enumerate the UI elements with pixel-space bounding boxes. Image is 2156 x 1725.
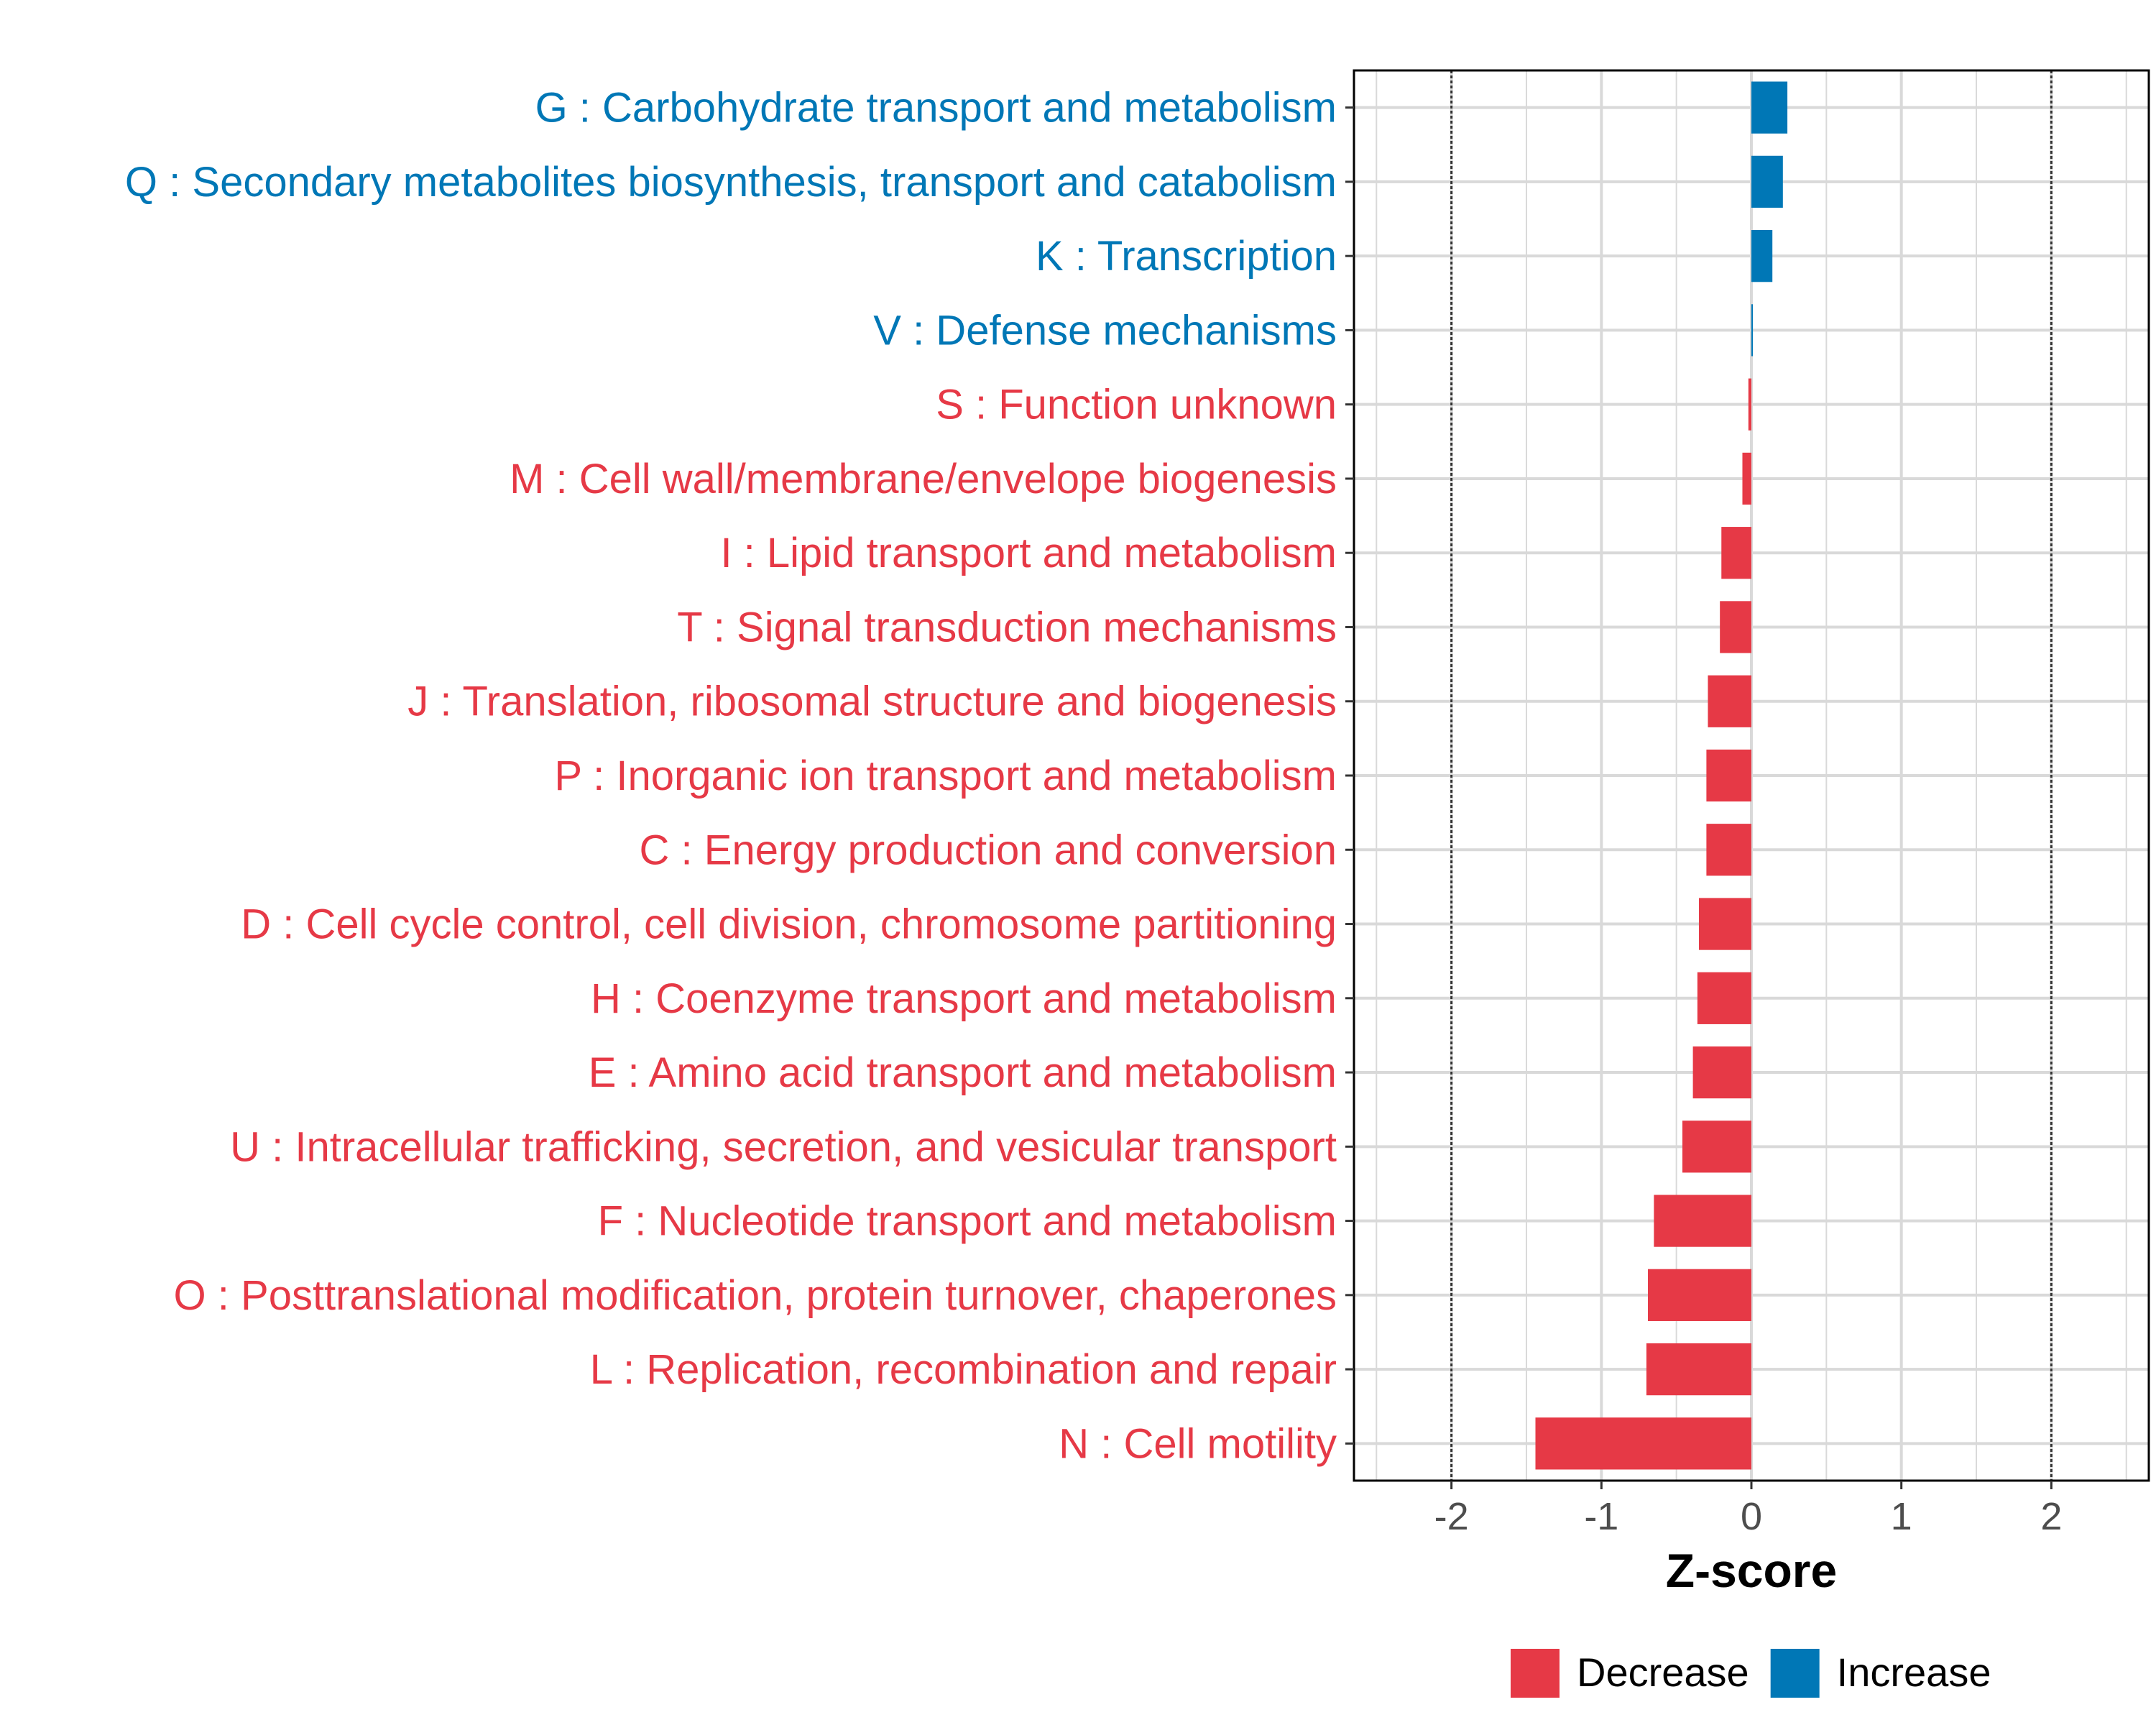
- bar: [1720, 601, 1751, 653]
- category-label: L : Replication, recombination and repai…: [590, 1346, 1337, 1393]
- legend-label: Increase: [1837, 1650, 1991, 1695]
- bar: [1751, 155, 1783, 208]
- category-label: V : Defense mechanisms: [873, 307, 1337, 354]
- category-label: C : Energy production and conversion: [640, 827, 1337, 873]
- category-label: S : Function unknown: [936, 382, 1337, 428]
- x-axis-title: Z-score: [1666, 1544, 1837, 1597]
- bar: [1751, 81, 1788, 134]
- category-label: G : Carbohydrate transport and metabolis…: [535, 85, 1337, 132]
- category-label: Q : Secondary metabolites biosynthesis, …: [125, 159, 1337, 206]
- bar: [1706, 824, 1751, 876]
- legend: Decrease Increase: [1511, 1649, 1991, 1698]
- category-label: H : Coenzyme transport and metabolism: [591, 975, 1337, 1022]
- category-label: I : Lipid transport and metabolism: [720, 530, 1337, 576]
- category-label: M : Cell wall/membrane/envelope biogenes…: [510, 456, 1337, 502]
- x-tick-label: 0: [1741, 1495, 1762, 1538]
- category-label: U : Intracellular trafficking, secretion…: [230, 1123, 1337, 1170]
- x-tick-label: -1: [1584, 1495, 1618, 1538]
- bar: [1751, 230, 1773, 282]
- legend-swatch: [1770, 1649, 1820, 1698]
- x-tick-label: -2: [1434, 1495, 1469, 1538]
- bar: [1697, 972, 1751, 1024]
- bar: [1535, 1417, 1751, 1470]
- bar: [1751, 304, 1754, 356]
- legend-label: Decrease: [1577, 1650, 1749, 1695]
- category-label: K : Transcription: [1036, 233, 1337, 280]
- category-label: J : Translation, ribosomal structure and…: [407, 678, 1337, 725]
- legend-swatch: [1511, 1649, 1560, 1698]
- bar: [1721, 527, 1751, 579]
- category-label: P : Inorganic ion transport and metaboli…: [554, 753, 1337, 799]
- bar: [1706, 749, 1751, 802]
- bar: [1648, 1269, 1751, 1321]
- x-tick-label: 2: [2040, 1495, 2062, 1538]
- category-label: F : Nucleotide transport and metabolism: [598, 1198, 1337, 1245]
- x-axis: -2 -1 0 1 2: [1434, 1481, 2062, 1538]
- category-label: D : Cell cycle control, cell division, c…: [241, 901, 1337, 948]
- bar: [1654, 1195, 1751, 1247]
- category-label: O : Posttranslational modification, prot…: [174, 1272, 1337, 1319]
- bar: [1708, 675, 1751, 727]
- reference-lines: [1450, 70, 2053, 1481]
- category-label: E : Amino acid transport and metabolism: [589, 1049, 1337, 1096]
- bar: [1748, 378, 1751, 431]
- bar: [1692, 1046, 1751, 1099]
- y-axis: G : Carbohydrate transport and metabolis…: [125, 85, 1354, 1467]
- x-tick-label: 1: [1891, 1495, 1912, 1538]
- bar: [1742, 452, 1751, 505]
- bar: [1698, 898, 1751, 950]
- bars: [1535, 81, 1788, 1470]
- category-label: N : Cell motility: [1059, 1420, 1337, 1467]
- bar: [1646, 1343, 1751, 1396]
- bar: [1682, 1121, 1751, 1173]
- category-label: T : Signal transduction mechanisms: [677, 604, 1337, 650]
